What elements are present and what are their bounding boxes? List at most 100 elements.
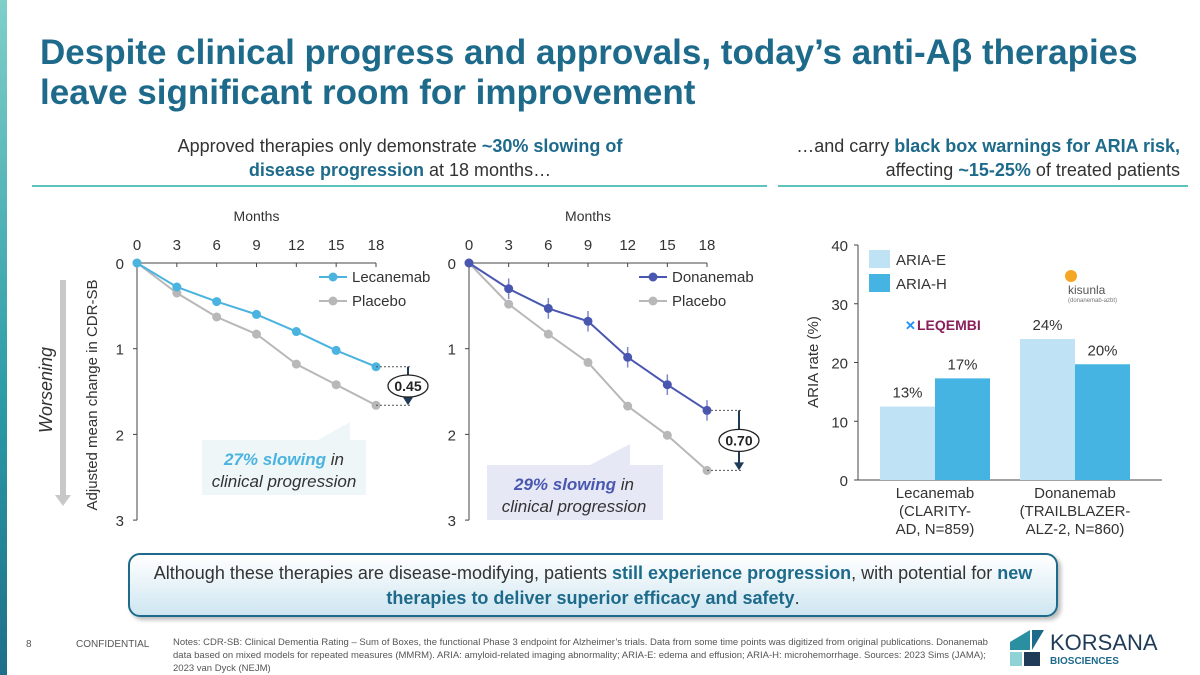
worsening-label: Worsening	[36, 347, 56, 433]
data-point	[504, 299, 514, 309]
callout-donanemab: 29% slowing in clinical progression	[501, 475, 647, 516]
x-tick-label: 0	[133, 237, 141, 254]
x-tick-label: 6	[544, 237, 552, 254]
difference-arrowhead	[403, 397, 413, 406]
callout-bg-donanemab	[487, 444, 663, 520]
x-tick-label: 6	[212, 237, 220, 254]
y-tick-label: 10	[831, 414, 848, 431]
y-axis-title: ARIA rate (%)	[805, 316, 822, 408]
legend-label: ARIA-H	[896, 276, 947, 293]
leqembi-logo: LEQEMBI	[917, 317, 981, 333]
left-divider	[32, 185, 767, 187]
legend-label: ARIA-E	[896, 252, 946, 269]
data-point	[543, 303, 553, 313]
y-axis-title: Adjusted mean change in CDR-SB	[84, 280, 101, 511]
bar-data-label: 24%	[1032, 317, 1062, 334]
category-label: Lecanemab	[896, 485, 974, 502]
footnotes: Notes: CDR-SB: Clinical Dementia Rating …	[173, 637, 988, 674]
category-label: (TRAILBLAZER-	[1020, 503, 1131, 520]
bar-data-label: 17%	[947, 356, 977, 373]
x-tick-label: 9	[584, 237, 592, 254]
svg-text:KORSANA: KORSANA	[1050, 630, 1158, 655]
data-point	[583, 316, 593, 326]
category-label: Donanemab	[1034, 485, 1116, 502]
data-point	[662, 430, 672, 440]
leqembi-logo-mark: ✕	[905, 318, 916, 333]
x-tick-label: 18	[368, 237, 385, 254]
callout-lecanemab: 27% slowing in clinical progression	[211, 450, 357, 491]
y-tick-label: 2	[448, 427, 456, 444]
accent-stripe	[0, 0, 7, 675]
category-label: AD, N=859)	[896, 521, 975, 538]
left-subtitle: Approved therapies only demonstrate ~30%…	[177, 136, 623, 180]
data-point	[504, 284, 514, 294]
kisunla-logo-sub: (donanemab-azbt)	[1068, 298, 1117, 304]
y-tick-label: 40	[831, 238, 848, 255]
y-tick-label: 0	[116, 256, 124, 273]
korsana-logo: KORSANA BIOSCIENCES	[1010, 630, 1158, 667]
data-point	[331, 345, 341, 355]
data-point	[212, 312, 222, 322]
right-subtitle: …and carry black box warnings for ARIA r…	[796, 136, 1180, 180]
x-axis-title: Months	[234, 208, 280, 224]
bar-aria-h	[935, 378, 990, 480]
worsening-arrow-head	[55, 495, 71, 506]
legend-label: Donanemab	[672, 269, 754, 286]
legend-marker	[648, 296, 658, 306]
data-point	[291, 359, 301, 369]
x-tick-label: 12	[288, 237, 305, 254]
data-point	[543, 329, 553, 339]
data-point	[252, 309, 261, 319]
x-tick-label: 18	[699, 237, 716, 254]
difference-arrowhead	[734, 462, 744, 471]
y-tick-label: 3	[116, 513, 124, 530]
y-tick-label: 2	[116, 427, 124, 444]
bar-aria-e	[880, 406, 935, 480]
legend-label: Placebo	[672, 293, 726, 310]
data-point	[331, 380, 341, 390]
difference-label: 0.70	[725, 432, 752, 448]
legend-marker	[328, 296, 338, 306]
bar-data-label: 13%	[892, 385, 922, 402]
bar-aria-h	[1075, 364, 1130, 480]
x-tick-label: 12	[619, 237, 636, 254]
bar-aria-e	[1020, 339, 1075, 480]
category-label: (CLARITY-	[899, 503, 971, 520]
y-tick-label: 1	[116, 342, 124, 359]
data-point	[212, 297, 222, 307]
data-point	[464, 258, 474, 268]
x-tick-label: 3	[173, 237, 181, 254]
y-tick-label: 0	[840, 473, 848, 490]
bar-data-label: 20%	[1087, 342, 1117, 359]
y-tick-label: 0	[448, 256, 456, 273]
legend-label: Placebo	[352, 293, 406, 310]
x-tick-label: 0	[465, 237, 473, 254]
kisunla-logo: kisunla	[1068, 283, 1106, 297]
legend-marker	[648, 272, 658, 282]
key-takeaway-box: Although these therapies are disease-mod…	[128, 553, 1058, 617]
difference-label: 0.45	[394, 378, 421, 394]
legend-swatch	[869, 274, 890, 292]
y-tick-label: 1	[448, 342, 456, 359]
callout-bg-lecanemab	[202, 422, 366, 495]
data-point	[583, 357, 593, 367]
x-axis-title: Months	[565, 208, 611, 224]
difference-badge	[387, 374, 429, 398]
legend-swatch	[869, 250, 890, 268]
x-tick-label: 15	[659, 237, 676, 254]
data-point	[623, 352, 633, 362]
kisunla-logo-mark	[1065, 270, 1077, 282]
category-label: ALZ-2, N=860)	[1026, 521, 1125, 538]
data-point	[662, 380, 672, 390]
svg-text:BIOSCIENCES: BIOSCIENCES	[1050, 656, 1119, 667]
x-tick-label: 15	[328, 237, 345, 254]
x-tick-label: 3	[504, 237, 512, 254]
legend-marker	[328, 272, 338, 282]
data-point	[172, 282, 182, 292]
y-tick-label: 30	[831, 297, 848, 314]
x-tick-label: 9	[252, 237, 260, 254]
data-point	[623, 401, 633, 411]
page-number: 8	[26, 639, 32, 650]
confidential-label: CONFIDENTIAL	[76, 639, 150, 650]
